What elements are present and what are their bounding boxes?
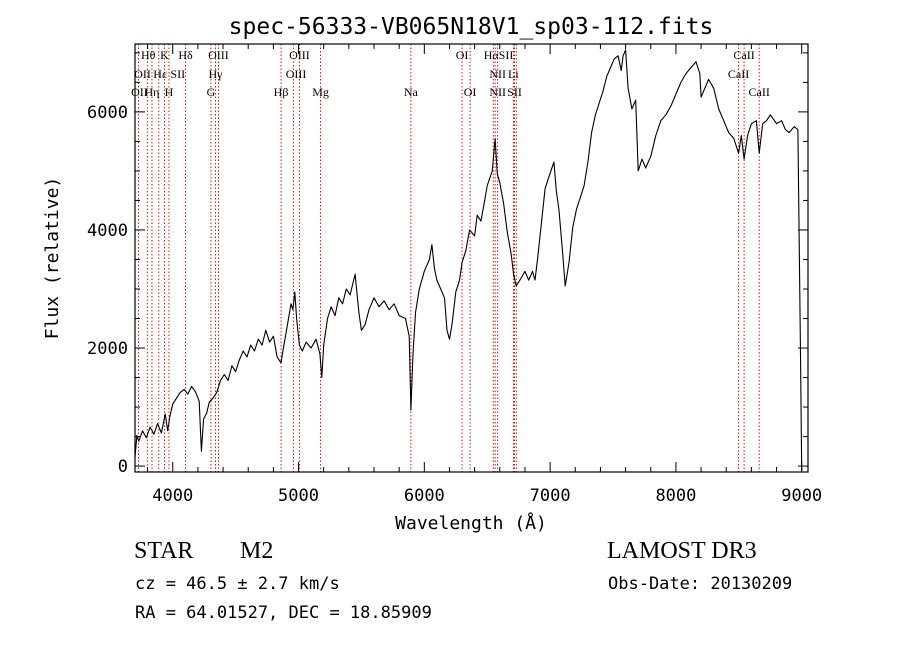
x-tick-label-5: 9000 [781, 486, 822, 506]
line-label-24: NII [489, 85, 506, 99]
x-tick-label-3: 7000 [530, 486, 571, 506]
line-label-19: G [207, 85, 216, 99]
redshift-cz: cz = 46.5 ± 2.7 km/s [135, 574, 340, 594]
line-label-15: CaII [728, 67, 749, 81]
y-tick-label-3: 6000 [87, 103, 128, 123]
axis-ticks: 4000 5000 6000 7000 8000 9000 0 2000 4000 6000 [87, 44, 822, 506]
line-label-0: Hθ [141, 48, 156, 62]
x-tick-label-2: 6000 [404, 486, 445, 506]
line-label-1: K [160, 48, 169, 62]
spectrum-series-line [134, 49, 803, 471]
line-label-11: Hγ [209, 67, 224, 81]
line-label-4: OIII [289, 48, 310, 62]
line-label-13: NII [489, 67, 506, 81]
line-label-23: OI [464, 85, 477, 99]
plot-frame [134, 43, 809, 473]
object-class: STAR [134, 538, 194, 564]
chart-title: spec-56333-VB065N18V1_sp03-112.fits [229, 14, 714, 40]
line-label-17: Hη [145, 85, 160, 99]
line-label-12: OIII [286, 67, 307, 81]
line-label-26: CaII [749, 85, 770, 99]
line-label-8: OII [134, 67, 151, 81]
object-subclass: M2 [240, 538, 274, 564]
line-label-14: Li [508, 67, 519, 81]
line-label-20: Hβ [274, 85, 289, 99]
x-axis-label: Wavelength (Å) [395, 512, 547, 534]
coordinates: RA = 64.01527, DEC = 18.85909 [135, 603, 432, 623]
line-label-3: OIII [208, 48, 229, 62]
x-tick-label-0: 4000 [152, 486, 193, 506]
y-axis-label: Flux (relative) [42, 177, 63, 340]
y-tick-label-2: 4000 [87, 221, 128, 241]
line-label-5: OI [456, 48, 469, 62]
line-label-2: Hδ [178, 48, 193, 62]
line-label-9: Hε [153, 67, 167, 81]
line-label-6: HαSII [484, 48, 514, 62]
line-label-21: Mg [312, 85, 329, 99]
line-label-10: SII [170, 67, 185, 81]
line-label-7: CaII [733, 48, 754, 62]
spectral-lines-layer [137, 44, 760, 472]
survey-name: LAMOST DR3 [607, 538, 757, 564]
line-label-22: Na [404, 85, 419, 99]
x-tick-label-4: 8000 [655, 486, 696, 506]
y-tick-label-0: 0 [118, 457, 128, 477]
x-tick-label-1: 5000 [278, 486, 319, 506]
line-label-25: SII [507, 85, 522, 99]
line-label-18: H [165, 85, 174, 99]
obs-date: Obs-Date: 20130209 [608, 574, 793, 594]
y-tick-label-1: 2000 [87, 339, 128, 359]
